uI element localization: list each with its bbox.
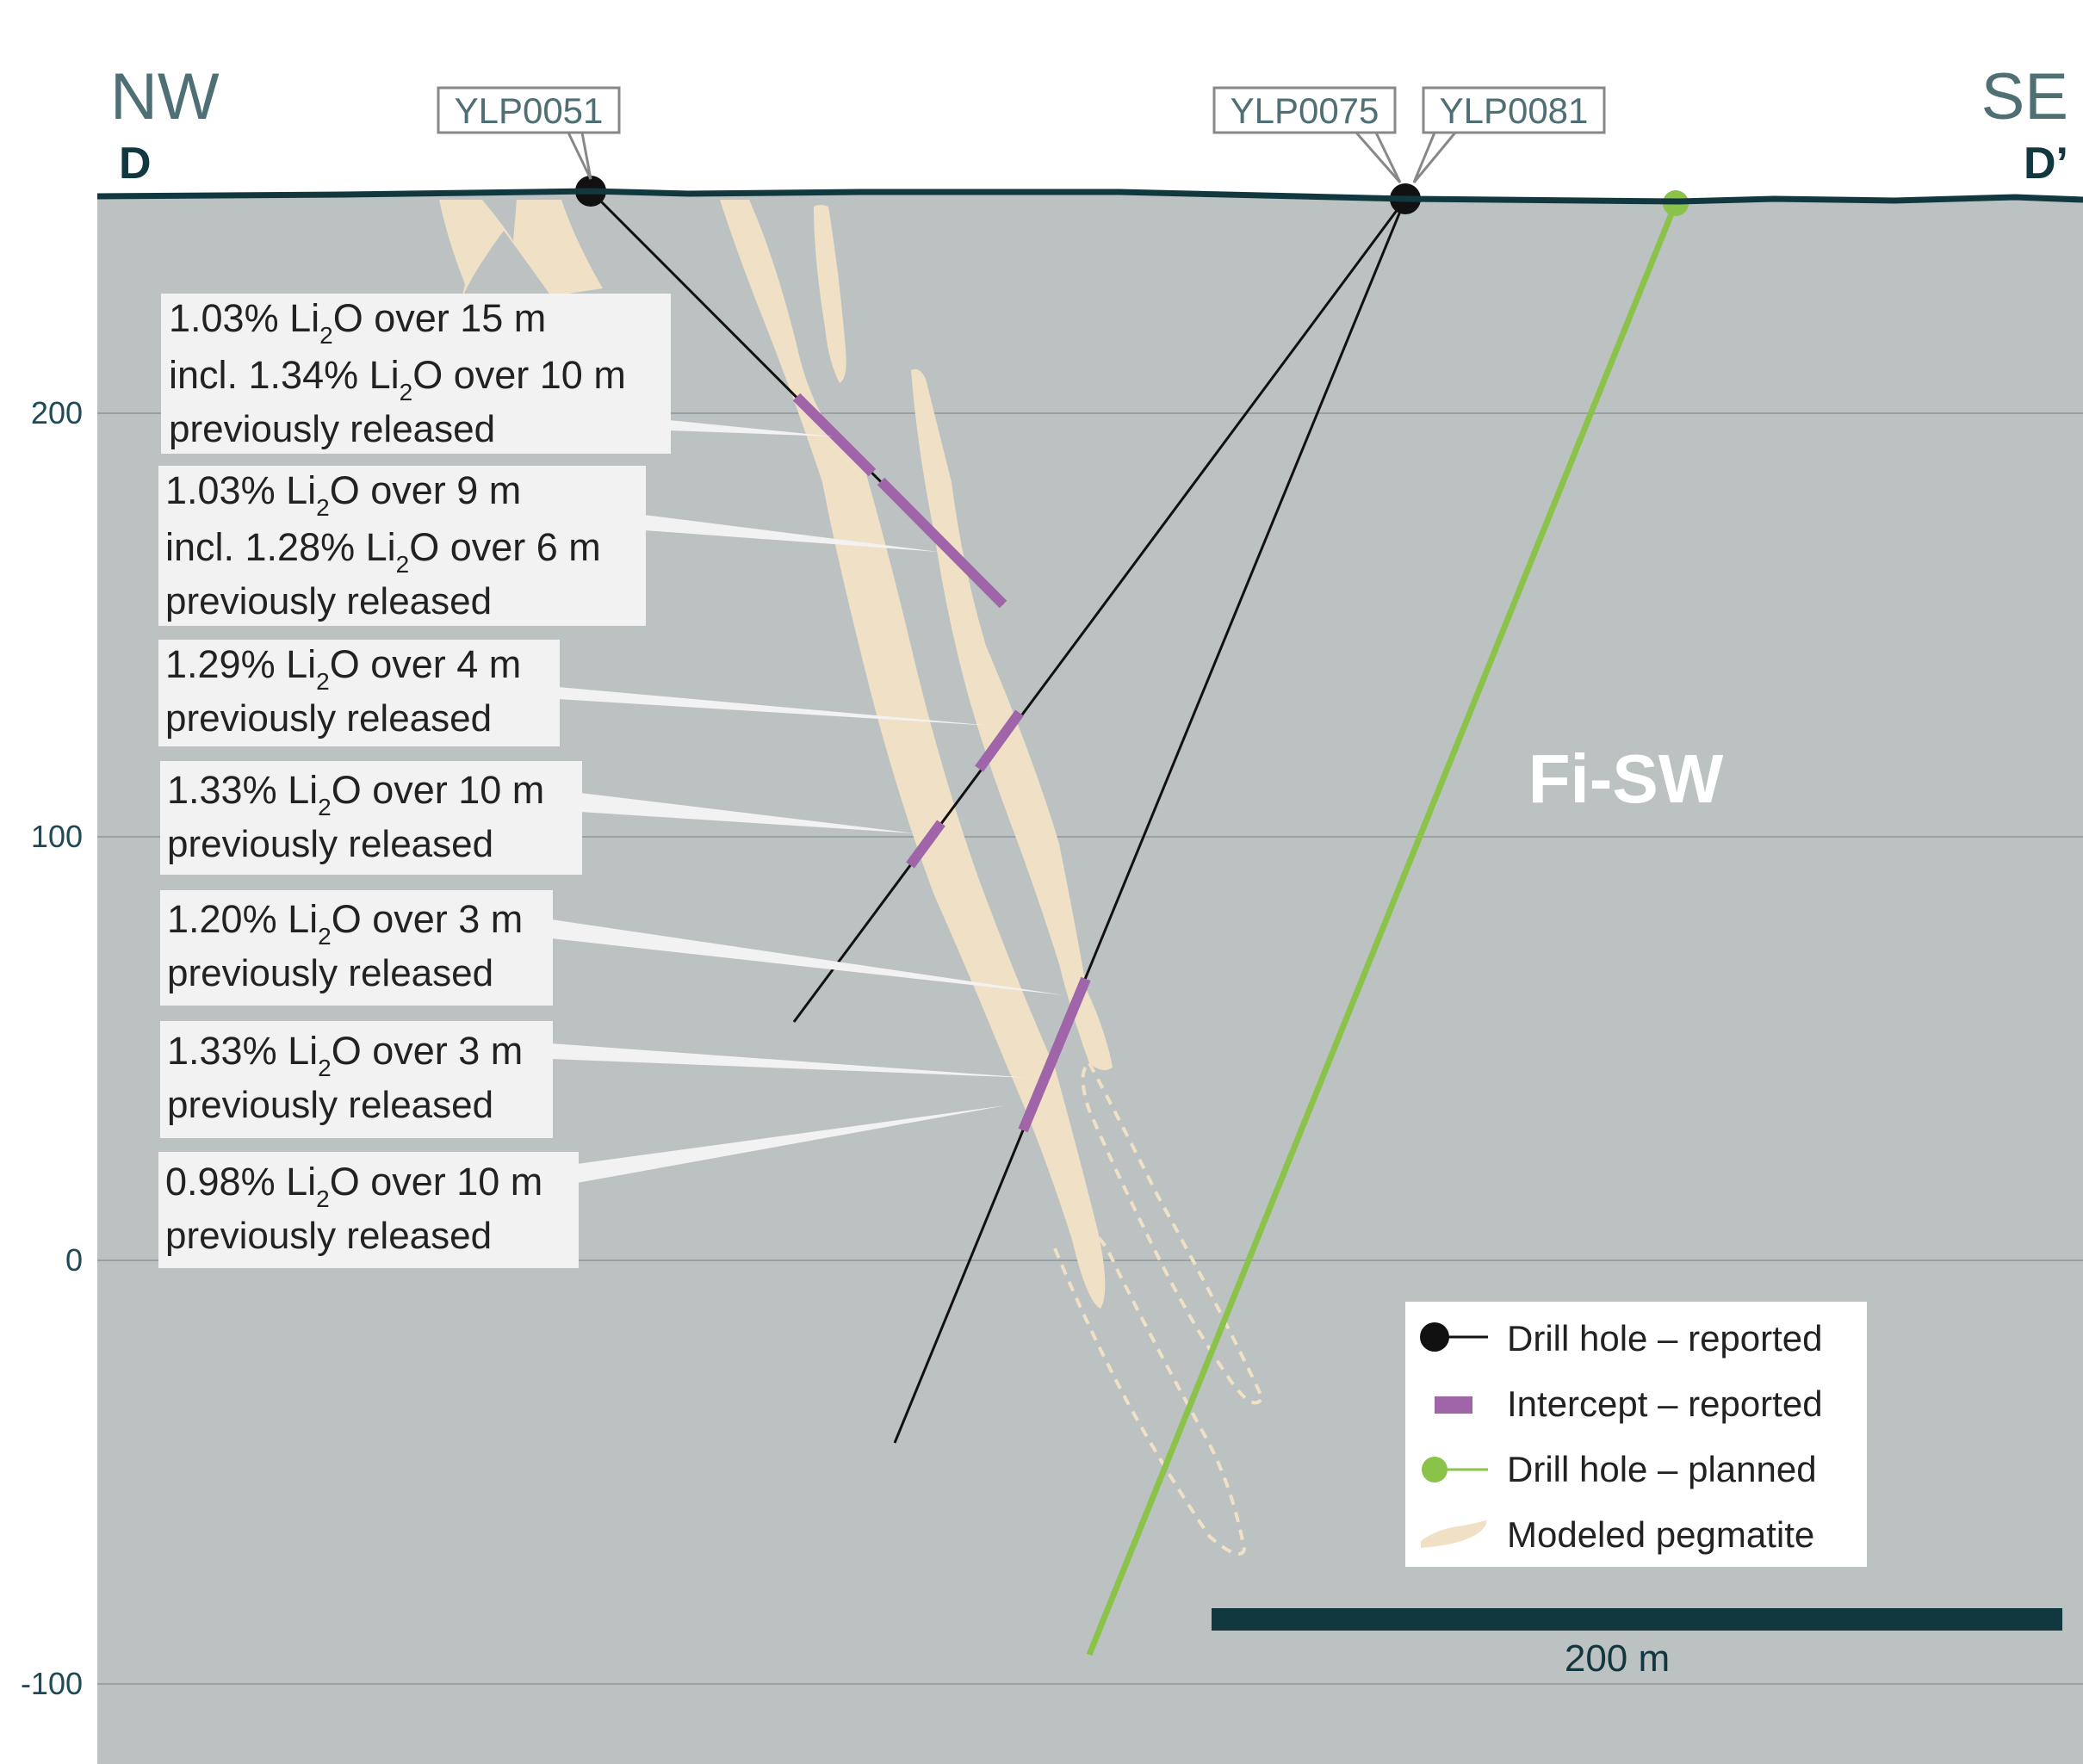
callout-pointer-3 xyxy=(558,687,992,726)
intercept-segment-2 xyxy=(877,477,1007,609)
zone-label: Fi-SW xyxy=(1528,740,1724,817)
drill-trace-planned xyxy=(1086,201,1679,1656)
callout-note: previously released xyxy=(165,580,492,622)
tick-label-100: 100 xyxy=(31,819,83,854)
tag-box xyxy=(1212,86,1397,134)
callout-pointers xyxy=(551,420,1064,1183)
pegmatite-swatch-icon xyxy=(1421,1520,1487,1548)
legend-label: Modeled pegmatite xyxy=(1507,1514,1814,1555)
section-label-d: D xyxy=(119,139,152,189)
callout-pointer-6 xyxy=(551,1043,1030,1078)
callout-line-1: 0.98% Li2O over 10 m xyxy=(165,1160,542,1212)
tag-box xyxy=(1422,86,1606,134)
pegmatite-body-north xyxy=(439,200,603,300)
callout-pointer-2 xyxy=(644,515,939,552)
scale-bar-line xyxy=(1212,1608,2062,1631)
drill-hole-tag-ylp0081: YLP0081 xyxy=(1412,86,1606,183)
callout-note: previously released xyxy=(165,697,492,740)
pegmatite-extension-main xyxy=(1053,1229,1247,1556)
tick-label-0: 0 xyxy=(65,1242,83,1278)
callout-line-1: 1.33% Li2O over 3 m xyxy=(167,1029,523,1081)
intercept-callout-4: 1.33% Li2O over 10 m previously released xyxy=(160,761,582,875)
callout-line-2: incl. 1.28% Li2O over 6 m xyxy=(165,525,601,578)
legend-label: Drill hole – planned xyxy=(1507,1449,1817,1489)
callout-line-1: 1.03% Li2O over 15 m xyxy=(169,296,546,349)
pegmatite-body-main xyxy=(720,200,1106,1309)
callout-box xyxy=(160,1021,553,1138)
callout-box xyxy=(158,1152,579,1268)
drill-hole-tag-ylp0075: YLP0075 xyxy=(1212,86,1402,183)
tag-label: YLP0051 xyxy=(455,90,604,131)
callout-line-1: 1.20% Li2O over 3 m xyxy=(167,897,523,950)
legend-item-intercept-reported: Intercept – reported xyxy=(1435,1383,1823,1424)
callout-note: previously released xyxy=(167,823,493,865)
legend-label: Drill hole – reported xyxy=(1507,1318,1823,1359)
pegmatite-extension-east xyxy=(1081,1061,1264,1405)
intercept-callout-3: 1.29% Li2O over 4 m previously released xyxy=(158,640,560,746)
intercept-segments xyxy=(792,393,1091,1133)
callout-line-1: 1.29% Li2O over 4 m xyxy=(165,642,521,695)
purple-bar-icon xyxy=(1435,1396,1472,1414)
surface-line xyxy=(96,188,2083,205)
green-dot-line-icon xyxy=(1422,1457,1488,1482)
tag-box xyxy=(437,86,621,134)
section-label-d-prime: D’ xyxy=(2024,139,2068,189)
tag-label: YLP0075 xyxy=(1231,90,1379,131)
legend-item-modeled-pegmatite: Modeled pegmatite xyxy=(1421,1514,1814,1555)
intercept-segment-5 xyxy=(1018,976,1091,1133)
intercept-callout-1: 1.03% Li2O over 15 m incl. 1.34% Li2O ov… xyxy=(161,294,671,454)
scale-bar: 200 m xyxy=(1212,1608,2062,1680)
callout-box xyxy=(160,890,553,1006)
legend-item-drill-hole-reported: Drill hole – reported xyxy=(1420,1318,1823,1359)
callout-pointer-7 xyxy=(577,1105,1006,1183)
drill-hole-tag-ylp0051: YLP0051 xyxy=(437,86,621,180)
tag-pointer xyxy=(1412,132,1457,183)
callout-line-2: incl. 1.34% Li2O over 10 m xyxy=(169,353,626,405)
intercept-callout-2: 1.03% Li2O over 9 m incl. 1.28% Li2O ove… xyxy=(158,466,646,626)
intercept-callout-5: 1.20% Li2O over 3 m previously released xyxy=(160,890,553,1006)
legend-item-drill-hole-planned: Drill hole – planned xyxy=(1422,1449,1817,1489)
callout-box xyxy=(161,294,671,454)
tag-label: YLP0081 xyxy=(1440,90,1589,131)
tick-label-minus-100: -100 xyxy=(21,1666,83,1701)
callout-box xyxy=(158,640,560,746)
intercept-segment-1 xyxy=(792,393,877,477)
legend: Drill hole – reported Intercept – report… xyxy=(1405,1302,1867,1567)
callout-box xyxy=(160,761,582,875)
callout-note: previously released xyxy=(165,1215,492,1257)
intercept-callout-6: 1.33% Li2O over 3 m previously released xyxy=(160,1021,553,1138)
direction-se: SE xyxy=(1981,60,2068,133)
tag-pointer xyxy=(567,132,592,180)
callout-line-1: 1.33% Li2O over 10 m xyxy=(167,768,544,820)
direction-nw: NW xyxy=(110,60,220,133)
scale-bar-label: 200 m xyxy=(1565,1637,1670,1680)
pegmatite-extension-outline xyxy=(1053,1061,1264,1556)
tag-pointer xyxy=(1355,132,1402,183)
drill-trace-ylp0075 xyxy=(792,198,1407,1023)
drill-trace-ylp0081 xyxy=(893,198,1407,1444)
pegmatite-body-upper-finger xyxy=(814,205,846,383)
callout-note: previously released xyxy=(169,408,495,450)
callout-note: previously released xyxy=(167,952,493,994)
drill-hole-traces xyxy=(589,189,1679,1656)
elevation-axis: 200 100 0 -100 xyxy=(21,395,83,1701)
black-dot-line-icon xyxy=(1420,1322,1488,1352)
legend-label: Intercept – reported xyxy=(1507,1383,1823,1424)
intercept-segment-3 xyxy=(975,709,1024,772)
callout-line-1: 1.03% Li2O over 9 m xyxy=(165,468,521,521)
callout-pointer-4 xyxy=(580,793,915,833)
callout-pointer-5 xyxy=(551,919,1064,995)
callout-box xyxy=(158,466,646,626)
callout-note: previously released xyxy=(167,1084,493,1126)
intercept-segment-4 xyxy=(906,820,945,869)
intercept-callout-7: 0.98% Li2O over 10 m previously released xyxy=(158,1152,579,1268)
callout-pointer-1 xyxy=(669,420,834,436)
tick-label-200: 200 xyxy=(31,395,83,430)
